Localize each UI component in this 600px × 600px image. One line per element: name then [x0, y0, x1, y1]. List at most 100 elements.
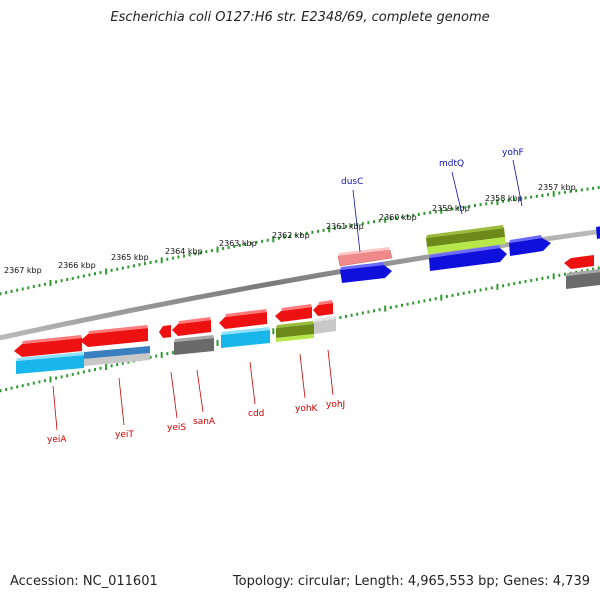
scale-inner-minor-tick [474, 289, 476, 293]
gene-feature-mdtQ[interactable] [426, 228, 505, 247]
gene-feature-yohK-cds[interactable] [276, 324, 314, 338]
scale-inner-minor-tick [27, 382, 30, 386]
gene-feature-dusC-cds[interactable] [340, 265, 392, 283]
scale-inner-minor-tick [60, 375, 63, 379]
scale-inner-minor-tick [373, 309, 375, 313]
gene-label-yeiA[interactable]: yeiA [47, 435, 67, 445]
gene-feature-dusC-top [338, 247, 390, 256]
gene-label-dusC[interactable]: dusC [341, 177, 363, 187]
gene-feature-yeiS[interactable] [159, 325, 171, 338]
scale-outer-minor-tick [88, 273, 91, 277]
gene-label-sanA[interactable]: sanA [193, 417, 216, 427]
scale-inner-minor-tick [597, 266, 600, 270]
scale-outer-minor-tick [345, 225, 347, 228]
scale-outer-minor-tick [485, 202, 488, 206]
gene-feature-sanA-top [178, 317, 211, 324]
gene-feature-yohJ[interactable] [313, 303, 333, 316]
scale-inner-minor-tick [406, 302, 409, 306]
scale-outer-minor-tick [412, 213, 415, 217]
gene-label-yohJ[interactable]: yohJ [326, 400, 345, 410]
scale-outer-major-tick [384, 216, 387, 223]
scale-outer-minor-tick [541, 194, 544, 197]
scale-outer-minor-tick [580, 188, 583, 192]
scale-outer-minor-tick [16, 288, 19, 292]
scale-outer-minor-tick [429, 211, 432, 215]
gene-feature-yohK-cds-top [276, 321, 314, 328]
scale-outer-minor-tick [361, 222, 364, 226]
scale-inner-minor-tick [149, 355, 152, 359]
gene-feature-yohK-top [281, 304, 312, 311]
gene-feature-yohJ-cds[interactable] [314, 319, 336, 334]
scale-outer-minor-tick [462, 205, 465, 209]
scale-outer-minor-tick [524, 196, 527, 200]
tick-label-2361: 2361 kbp [326, 222, 364, 231]
scale-outer-major-tick [328, 226, 331, 233]
gene-feature-yeiT[interactable] [80, 328, 148, 347]
scale-inner-minor-tick [32, 381, 35, 385]
gene-feature-yeiT-cds[interactable] [84, 346, 150, 359]
gene-feature-cdd[interactable] [221, 330, 270, 348]
scale-inner-minor-tick [412, 301, 415, 305]
gene-feature-mdtQ-cds-top [429, 245, 500, 258]
scale-outer-minor-tick [317, 229, 319, 233]
gene-label-yohF[interactable]: yohF [502, 148, 524, 158]
scale-outer-minor-tick [166, 257, 169, 261]
gene-feature-sanA-cds[interactable] [174, 338, 214, 355]
scale-outer-minor-tick [171, 256, 174, 260]
scale-inner-minor-tick [77, 371, 80, 375]
upper-strand-features [337, 225, 600, 283]
scale-outer-minor-tick [333, 226, 336, 230]
scale-outer-minor-tick [406, 214, 409, 218]
leader-line-yeiA [52, 385, 58, 431]
scale-outer-minor-tick [0, 292, 2, 296]
gene-feature-mdtQ-cds[interactable] [429, 248, 507, 271]
gene-feature-yohK[interactable] [275, 307, 312, 322]
scale-inner-minor-tick [356, 312, 359, 316]
gene-label-yeiS[interactable]: yeiS [167, 423, 186, 433]
gene-feature-yohF[interactable] [509, 238, 551, 256]
scale-inner-minor-tick [110, 364, 113, 368]
gene-label-cdd[interactable]: cdd [248, 409, 264, 419]
tick-label-2363: 2363 kbp [219, 239, 257, 248]
gene-label-yohK[interactable]: yohK [295, 404, 319, 414]
scale-outer-minor-tick [339, 225, 342, 229]
scale-inner-minor-tick [513, 282, 516, 286]
scale-inner-minor-tick [445, 295, 448, 298]
scale-inner-minor-tick [155, 354, 158, 358]
leader-line-yohJ [327, 349, 334, 396]
scale-outer-minor-tick [445, 208, 448, 212]
scale-inner-minor-tick [468, 290, 471, 294]
gene-feature-partial-right-grey [566, 272, 600, 289]
scale-inner-minor-tick [361, 311, 364, 315]
scale-outer-minor-tick [71, 276, 74, 280]
leader-line-sanA [196, 369, 204, 413]
scale-outer-minor-tick [205, 250, 208, 254]
scale-outer-minor-tick [244, 242, 247, 246]
scale-inner-minor-tick [43, 379, 46, 383]
leader-line-mdtQ [451, 171, 463, 215]
gene-feature-sanA-cds-top [174, 335, 214, 342]
scale-outer-minor-tick [513, 198, 516, 202]
scale-inner-minor-tick [339, 316, 342, 319]
gene-label-mdtQ[interactable]: mdtQ [439, 159, 464, 169]
scale-outer-minor-tick [110, 268, 113, 272]
scale-inner-major-tick [384, 305, 387, 312]
scale-outer-minor-tick [401, 215, 403, 219]
scale-inner-major-tick [552, 273, 555, 280]
scale-outer-minor-tick [82, 274, 85, 278]
scale-outer-minor-tick [60, 279, 63, 283]
scale-outer-minor-tick [155, 259, 158, 263]
tick-label-2359: 2359 kbp [432, 204, 470, 213]
gene-feature-yeiA[interactable] [14, 338, 82, 357]
scale-outer-major-tick [216, 246, 219, 253]
gene-feature-sanA[interactable] [172, 320, 211, 336]
gene-feature-cdd-top [221, 327, 270, 335]
scale-inner-minor-tick [580, 269, 583, 273]
scale-inner-minor-tick [82, 370, 85, 374]
scale-outer-major-tick [496, 199, 499, 206]
scale-outer-minor-tick [479, 203, 482, 207]
gene-label-yeiT[interactable]: yeiT [115, 430, 134, 440]
scale-outer-minor-tick [289, 234, 292, 238]
gene-feature-yeiA-cds[interactable] [16, 355, 84, 374]
